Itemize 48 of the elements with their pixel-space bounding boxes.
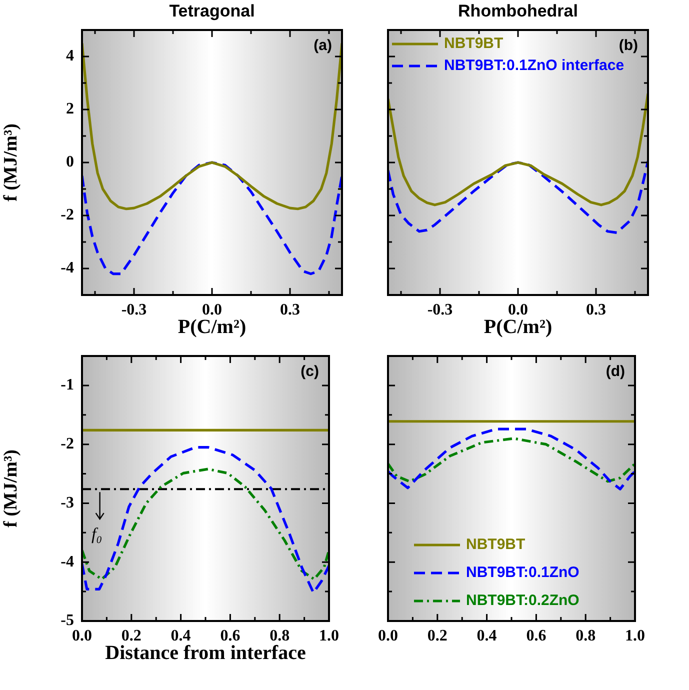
x-tick-label: 0.0 xyxy=(72,628,92,645)
y-tick-label: 4 xyxy=(66,48,74,65)
x-tick-label: 0.3 xyxy=(280,302,300,319)
x-tick-label: 1.0 xyxy=(625,628,645,645)
text: NBT9BT xyxy=(444,35,504,52)
x-tick-label: 0.2 xyxy=(427,628,448,645)
x-tick-label: 0.8 xyxy=(576,628,596,645)
x-axis-title: P(C/m²) xyxy=(178,316,246,338)
x-tick-label: 0.6 xyxy=(526,628,546,645)
y-tick-label: 0 xyxy=(66,154,74,171)
x-tick-label: 0.0 xyxy=(378,628,398,645)
x-tick-label: 0.4 xyxy=(170,628,191,645)
x-tick-label: 0.3 xyxy=(586,302,606,319)
x-tick-label: 0.8 xyxy=(270,628,290,645)
line-series xyxy=(82,468,329,580)
y-tick-label: -4 xyxy=(60,553,74,570)
y-tick-label: -5 xyxy=(60,612,74,630)
y-axis-title: f (MJ/m³) xyxy=(0,124,22,202)
annotation: (d) xyxy=(606,363,625,380)
y-tick-label: -2 xyxy=(60,206,74,224)
y-tick-label: -1 xyxy=(60,376,74,394)
x-tick-label: 0.6 xyxy=(220,628,240,645)
legend-label: NBT9BT xyxy=(466,536,526,554)
x-tick-label: 0.4 xyxy=(476,628,497,645)
x-tick-label: -0.3 xyxy=(427,302,453,319)
legend-label: NBT9BT:0.2ZnO xyxy=(466,592,580,610)
y-axis-title: f (MJ/m³) xyxy=(0,450,22,528)
line-series xyxy=(82,161,342,276)
y-tick-label: -3 xyxy=(60,494,74,512)
annotation: (b) xyxy=(618,37,638,54)
line-series xyxy=(82,446,329,594)
y-tick-label: -4 xyxy=(60,260,74,277)
x-tick-label: 0.2 xyxy=(121,628,142,645)
annotation: f₀ xyxy=(92,524,102,544)
annotation: (a) xyxy=(314,37,332,54)
x-tick-label: -0.3 xyxy=(121,302,147,319)
annotation: (c) xyxy=(300,363,319,380)
legend-label: NBT9BT:0.1ZnO xyxy=(466,564,580,582)
chart-title: Rhombohedral xyxy=(458,2,578,21)
legend-label: NBT9BT:0.1ZnO interface xyxy=(444,57,624,74)
y-tick-label: 2 xyxy=(66,100,74,118)
x-tick-label: 1.0 xyxy=(319,628,339,645)
x-axis-title: Distance from interface xyxy=(105,642,306,664)
x-tick-label: 0.0 xyxy=(508,302,528,319)
x-tick-label: 0.0 xyxy=(202,302,222,319)
x-axis-title: P(C/m²) xyxy=(484,316,552,338)
chart-title: Tetragonal xyxy=(169,2,255,21)
y-tick-label: -2 xyxy=(60,435,74,452)
